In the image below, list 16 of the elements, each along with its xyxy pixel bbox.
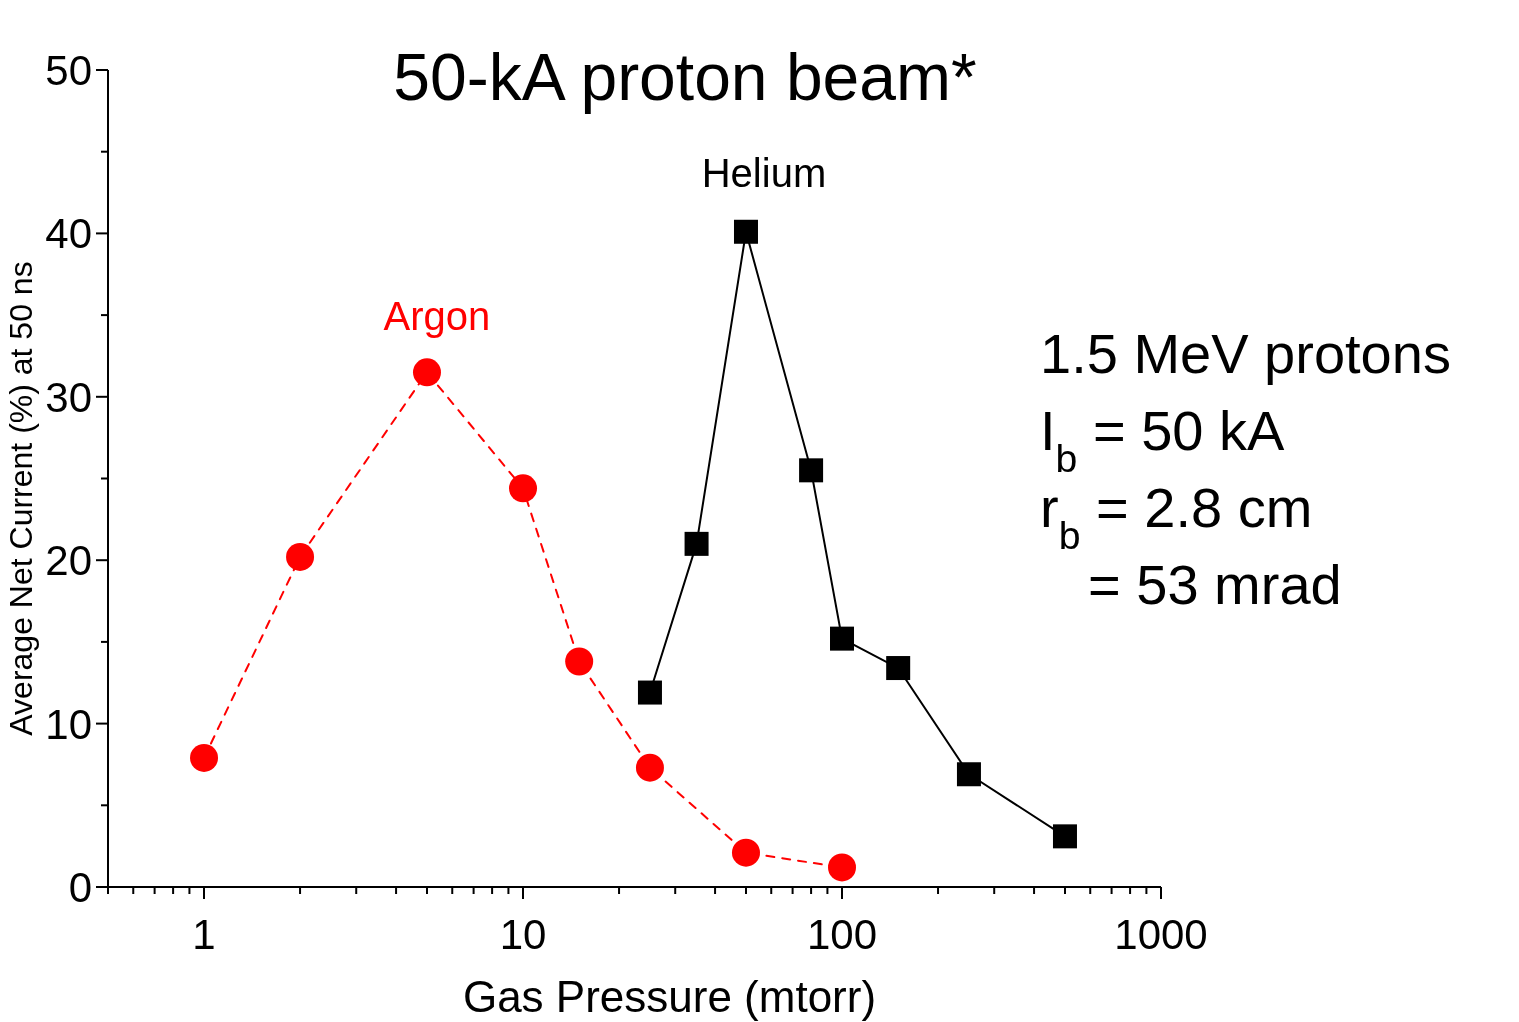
x-tick-label: 1 xyxy=(192,911,216,958)
series-label: Argon xyxy=(383,294,491,339)
series-label: Helium xyxy=(701,150,827,195)
y-tick-label: 0 xyxy=(68,864,92,911)
chart-title: 50-kA proton beam* xyxy=(393,40,977,114)
x-tick-label: 1000 xyxy=(1114,911,1208,958)
y-tick-label: 50 xyxy=(45,47,92,94)
y-tick-label: 40 xyxy=(45,210,92,258)
annotation: 1.5 MeV protons xyxy=(1040,322,1451,385)
x-tick-label: 100 xyxy=(806,911,878,958)
y-axis-title: Average Net Current (%) at 50 ns xyxy=(3,261,39,736)
y-tick-label: 20 xyxy=(45,537,92,585)
y-tick-label: 30 xyxy=(45,373,92,421)
y-tick-label: 10 xyxy=(45,700,92,748)
x-tick-label: 10 xyxy=(499,911,547,958)
x-axis-title: Gas Pressure (mtorr) xyxy=(462,972,877,1021)
